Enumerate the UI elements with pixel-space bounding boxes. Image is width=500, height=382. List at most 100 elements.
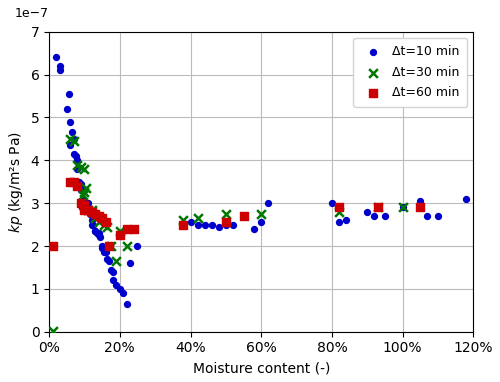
- Δt=10 min: [82, 204, 90, 210]
- Δt=10 min: [84, 200, 92, 206]
- Δt=10 min: [370, 213, 378, 219]
- Δt=30 min: [74, 162, 82, 168]
- Δt=60 min: [80, 207, 88, 213]
- Δt=10 min: [398, 204, 406, 210]
- Δt=30 min: [222, 211, 230, 217]
- Δt=30 min: [80, 189, 88, 196]
- Δt=10 min: [88, 217, 96, 223]
- Δt=60 min: [130, 226, 138, 232]
- Δt=10 min: [80, 200, 88, 206]
- Δt=10 min: [434, 213, 442, 219]
- Δt=10 min: [200, 222, 208, 228]
- Δt=10 min: [98, 245, 106, 251]
- Δt=10 min: [134, 243, 141, 249]
- Δt=10 min: [462, 196, 470, 202]
- Δt=10 min: [126, 260, 134, 266]
- Δt=60 min: [102, 219, 110, 225]
- Δt=10 min: [186, 219, 194, 225]
- Δt=10 min: [86, 209, 94, 215]
- Δt=30 min: [80, 166, 88, 172]
- Δt=10 min: [96, 235, 104, 241]
- Δt=60 min: [98, 215, 106, 221]
- Δt=10 min: [74, 166, 82, 172]
- Δt=60 min: [84, 207, 92, 213]
- Δt=10 min: [364, 209, 372, 215]
- Δt=30 min: [70, 138, 78, 144]
- Δt=10 min: [56, 67, 64, 73]
- Δt=60 min: [116, 232, 124, 238]
- Δt=30 min: [84, 207, 92, 213]
- Δt=10 min: [116, 286, 124, 292]
- Δt=30 min: [78, 191, 86, 197]
- Δt=10 min: [52, 54, 60, 60]
- Δt=30 min: [48, 328, 56, 334]
- Δt=60 min: [48, 243, 56, 249]
- Δt=60 min: [123, 226, 131, 232]
- Δt=10 min: [80, 202, 88, 208]
- Δt=10 min: [66, 119, 74, 125]
- Δt=60 min: [88, 209, 96, 215]
- Δt=10 min: [102, 249, 110, 256]
- Δt=10 min: [77, 183, 85, 189]
- Δt=10 min: [416, 198, 424, 204]
- Δt=10 min: [215, 224, 223, 230]
- Δt=10 min: [123, 301, 131, 307]
- Δt=10 min: [80, 200, 88, 206]
- Text: 1e−7: 1e−7: [15, 7, 50, 20]
- Δt=10 min: [77, 181, 85, 187]
- Δt=30 min: [116, 228, 124, 234]
- Δt=10 min: [222, 222, 230, 228]
- Δt=10 min: [91, 228, 99, 234]
- Δt=60 min: [80, 202, 88, 208]
- Δt=60 min: [374, 204, 382, 210]
- Δt=10 min: [105, 258, 113, 264]
- Δt=30 min: [398, 204, 406, 210]
- Δt=30 min: [88, 207, 96, 213]
- Δt=10 min: [257, 219, 265, 225]
- Δt=10 min: [94, 230, 102, 236]
- Δt=60 min: [416, 204, 424, 210]
- Δt=10 min: [56, 63, 64, 69]
- Δt=30 min: [100, 222, 108, 228]
- Δt=10 min: [74, 157, 82, 163]
- Δt=10 min: [100, 249, 108, 256]
- Δt=10 min: [328, 200, 336, 206]
- Δt=10 min: [86, 211, 94, 217]
- Δt=10 min: [180, 222, 188, 228]
- Δt=10 min: [91, 228, 99, 234]
- Δt=10 min: [240, 213, 248, 219]
- Δt=10 min: [107, 267, 115, 273]
- Δt=10 min: [68, 129, 76, 136]
- Δt=10 min: [84, 207, 92, 213]
- Δt=60 min: [78, 202, 86, 208]
- Δt=10 min: [66, 142, 74, 148]
- Δt=30 min: [374, 204, 382, 210]
- Δt=30 min: [123, 243, 131, 249]
- Δt=10 min: [70, 136, 78, 142]
- Δt=10 min: [72, 153, 80, 159]
- Δt=30 min: [94, 219, 102, 225]
- Δt=30 min: [107, 243, 115, 249]
- Δt=10 min: [120, 290, 128, 296]
- Δt=10 min: [88, 222, 96, 228]
- Δt=10 min: [250, 226, 258, 232]
- Δt=30 min: [77, 163, 85, 170]
- Δt=10 min: [342, 217, 350, 223]
- Δt=30 min: [91, 215, 99, 221]
- Δt=30 min: [82, 185, 90, 191]
- Δt=10 min: [112, 282, 120, 288]
- Δt=10 min: [93, 230, 101, 236]
- Δt=10 min: [424, 213, 432, 219]
- Δt=60 min: [240, 213, 248, 219]
- Δt=30 min: [180, 217, 188, 223]
- Δt=10 min: [335, 219, 343, 225]
- Δt=60 min: [91, 211, 99, 217]
- Δt=60 min: [70, 179, 78, 185]
- Δt=10 min: [194, 222, 202, 228]
- Δt=60 min: [335, 204, 343, 210]
- Δt=10 min: [108, 269, 116, 275]
- Δt=30 min: [104, 224, 112, 230]
- Δt=10 min: [229, 222, 237, 228]
- Δt=10 min: [264, 200, 272, 206]
- Δt=60 min: [105, 243, 113, 249]
